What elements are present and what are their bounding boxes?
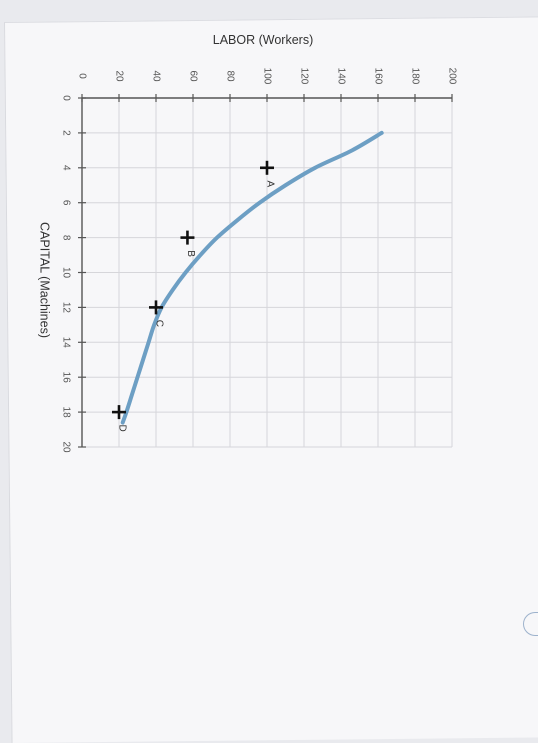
labor-tick-label: 80 <box>224 70 235 82</box>
capital-tick-label: 4 <box>60 165 71 171</box>
labor-tick-label: 140 <box>335 68 346 85</box>
capital-tick-label: 8 <box>60 235 71 241</box>
point-d <box>112 405 126 420</box>
point-label: D <box>116 424 127 431</box>
capital-tick-label: 12 <box>60 302 71 314</box>
labor-tick-label: 160 <box>372 68 383 85</box>
labor-tick-label: 200 <box>446 68 457 85</box>
labor-tick-label: 60 <box>187 70 198 82</box>
labor-axis-title: LABOR (Workers) <box>213 33 313 47</box>
capital-tick-label: 10 <box>60 267 71 279</box>
labor-tick-label: 40 <box>150 70 161 82</box>
point-label: A <box>264 180 275 187</box>
chart: 0 20 40 60 80 100 120 140 160 180 200 0 2 4 6 8 10 12 14 16… <box>38 33 458 453</box>
labor-tick-label: 120 <box>298 68 309 85</box>
labor-tick-label: 180 <box>409 68 420 85</box>
capital-axis-title: CAPITAL (Machines) <box>38 222 52 338</box>
capital-tick-label: 20 <box>60 441 71 453</box>
capital-tick-label: 0 <box>60 95 71 101</box>
capital-tick-label: 18 <box>60 407 71 419</box>
capital-tick-label: 14 <box>60 337 71 349</box>
isoquant-curve <box>120 130 384 425</box>
capital-tick-label: 16 <box>60 372 71 384</box>
labor-tick-label: 20 <box>113 70 124 82</box>
point-label: B <box>185 250 196 257</box>
labor-tick-label: 0 <box>76 73 87 79</box>
labor-tick-label: 100 <box>261 68 272 85</box>
point-a <box>260 160 274 175</box>
point-label: C <box>153 320 164 327</box>
point-c <box>149 300 163 315</box>
capital-tick-label: 2 <box>60 130 71 136</box>
point-b <box>180 230 195 245</box>
capital-tick-label: 6 <box>60 200 71 206</box>
